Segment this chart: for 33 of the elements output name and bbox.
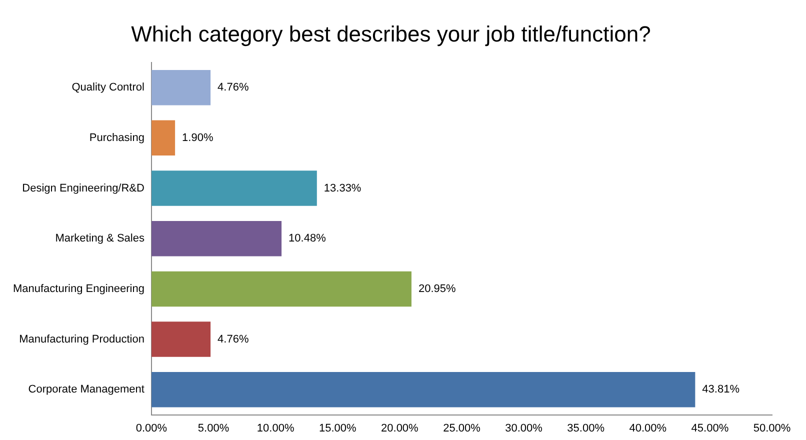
data-label: 13.33% xyxy=(324,182,362,194)
x-tick-label: 35.00% xyxy=(567,422,605,434)
x-tick-label: 50.00% xyxy=(753,422,791,434)
x-tick-label: 45.00% xyxy=(691,422,729,434)
x-tick-label: 40.00% xyxy=(629,422,667,434)
bar xyxy=(151,372,696,408)
data-label: 1.90% xyxy=(182,132,214,144)
y-tick-label: Purchasing xyxy=(89,132,144,144)
bar xyxy=(151,220,282,256)
bar xyxy=(151,170,317,206)
x-tick-label: 10.00% xyxy=(256,422,294,434)
data-label: 4.76% xyxy=(218,82,249,94)
bar xyxy=(151,322,211,357)
x-tick-label: 5.00% xyxy=(198,422,230,434)
chart-title: Which category best describes your job title/function? xyxy=(131,21,651,46)
data-label: 20.95% xyxy=(418,282,456,295)
x-tick-label: 0.00% xyxy=(136,422,168,434)
data-label: 4.76% xyxy=(218,333,249,346)
bar xyxy=(151,271,412,307)
y-tick-label: Manufacturing Production xyxy=(19,333,144,346)
y-tick-label: Manufacturing Engineering xyxy=(12,282,144,295)
x-tick-label: 15.00% xyxy=(318,422,356,434)
y-tick-label: Quality Control xyxy=(72,82,144,94)
data-label: 43.81% xyxy=(702,384,740,396)
x-tick-label: 30.00% xyxy=(505,422,543,434)
bar xyxy=(151,120,176,156)
y-tick-label: Design Engineering/R&D xyxy=(22,182,145,194)
y-tick-label: Marketing & Sales xyxy=(55,232,145,245)
bar xyxy=(151,70,211,106)
data-label: 10.48% xyxy=(288,232,326,245)
x-tick-label: 20.00% xyxy=(381,422,419,434)
x-tick-label: 25.00% xyxy=(443,422,481,434)
y-tick-label: Corporate Management xyxy=(28,384,144,396)
